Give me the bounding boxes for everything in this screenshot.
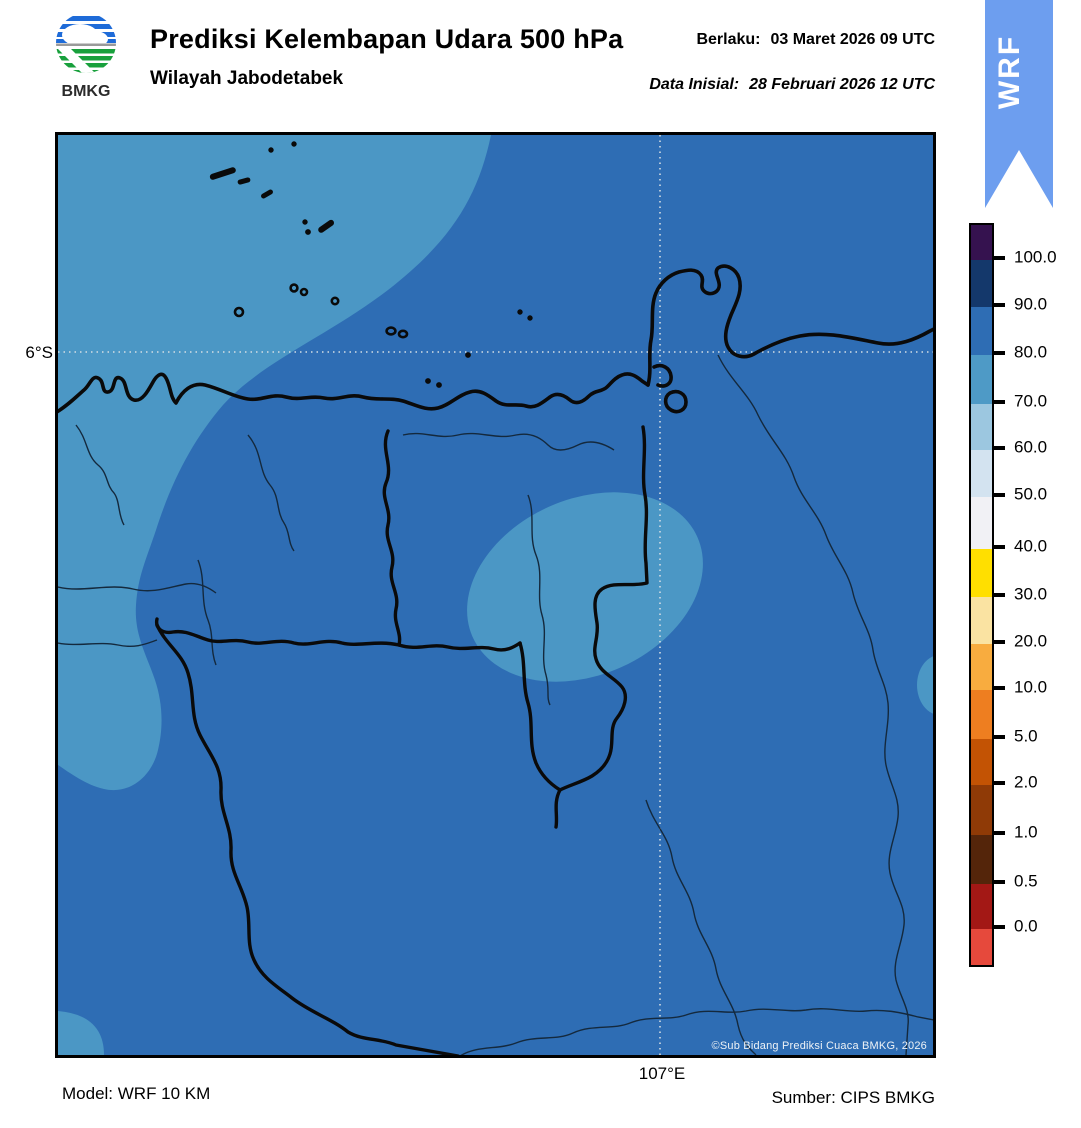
colorbar-tick-label: 70.0 [1014, 391, 1048, 411]
colorbar [969, 223, 994, 967]
map-copyright: ©Sub Bidang Prediksi Cuaca BMKG, 2026 [711, 1040, 927, 1052]
colorbar-tick-mark [992, 446, 1005, 450]
colorbar-segment [971, 260, 992, 307]
colorbar-segment [971, 307, 992, 355]
colorbar-segment [971, 225, 992, 260]
colorbar-tick-mark [992, 640, 1005, 644]
coastline [58, 264, 933, 414]
colorbar-tick-label: 20.0 [1014, 631, 1048, 651]
colorbar-segment [971, 597, 992, 644]
colorbar-tick-label: 0.5 [1014, 871, 1038, 891]
colorbar-tick-label: 90.0 [1014, 294, 1048, 314]
colorbar-tick-mark [992, 351, 1005, 355]
colorbar-tick-mark [992, 831, 1005, 835]
wrf-ribbon-shape [985, 0, 1053, 208]
colorbar-tick-label: 10.0 [1014, 677, 1048, 697]
colorbar-segment [971, 785, 992, 835]
colorbar-segment [971, 644, 992, 690]
colorbar-segment [971, 497, 992, 549]
colorbar-tick-mark [992, 493, 1005, 497]
lon-axis-label: 107°E [638, 1064, 686, 1083]
colorbar-tick-label: 50.0 [1014, 484, 1048, 504]
colorbar-tick-label: 80.0 [1014, 342, 1048, 362]
colorbar-segment [971, 450, 992, 497]
initial-time-value: 28 Februari 2026 12 UTC [749, 76, 935, 93]
colorbar-segment [971, 739, 992, 785]
colorbar-tick-label: 60.0 [1014, 437, 1048, 457]
bmkg-logo: BMKG [46, 10, 126, 106]
admin-boundaries [58, 354, 933, 1055]
wrf-ribbon: WRF [985, 0, 1053, 208]
page-subtitle: Wilayah Jabodetabek [150, 68, 344, 89]
humidity-region-east-edge [917, 656, 933, 714]
colorbar-segment [971, 690, 992, 739]
colorbar-tick-mark [992, 880, 1005, 884]
colorbar-tick-label: 40.0 [1014, 536, 1048, 556]
colorbar-tick-mark [992, 545, 1005, 549]
wrf-ribbon-text: WRF [993, 35, 1026, 109]
bmkg-logo-icon [56, 13, 116, 73]
colorbar-tick-label: 2.0 [1014, 772, 1038, 792]
colorbar-tick-mark [992, 781, 1005, 785]
colorbar-tick-mark [992, 735, 1005, 739]
colorbar-tick-mark [992, 256, 1005, 260]
valid-time-line: Berlaku: 03 Maret 2026 09 UTC [696, 31, 935, 49]
source-label: Sumber: CIPS BMKG [771, 1088, 935, 1107]
initial-time-label: Data Inisial: [649, 76, 740, 93]
model-label: Model: WRF 10 KM [62, 1084, 211, 1103]
colorbar-tick-label: 100.0 [1014, 247, 1057, 267]
forecast-map: ©Sub Bidang Prediksi Cuaca BMKG, 2026 [55, 132, 936, 1058]
colorbar-segment [971, 929, 992, 965]
initial-time-line: Data Inisial: 28 Februari 2026 12 UTC [649, 76, 935, 94]
colorbar-segment [971, 355, 992, 404]
colorbar-tick-mark [992, 593, 1005, 597]
colorbar-segment [971, 549, 992, 597]
page-title: Prediksi Kelembapan Udara 500 hPa [150, 24, 624, 54]
lat-axis-label: 6°S [25, 343, 53, 362]
colorbar-tick-mark [992, 400, 1005, 404]
colorbar-segment [971, 404, 992, 450]
valid-time-value: 03 Maret 2026 09 UTC [770, 31, 935, 48]
colorbar-ticks: 100.0 90.0 80.0 70.0 60.0 50.0 40.0 30.0 20.0 10.… [992, 223, 1081, 967]
colorbar-tick-mark [992, 303, 1005, 307]
humidity-region-southwest-corner [58, 1011, 104, 1055]
colorbar-tick-mark [992, 686, 1005, 690]
colorbar-tick-label: 0.0 [1014, 916, 1038, 936]
bmkg-logo-label: BMKG [61, 83, 111, 100]
colorbar-tick-label: 30.0 [1014, 584, 1048, 604]
valid-time-label: Berlaku: [696, 31, 761, 48]
colorbar-tick-mark [992, 925, 1005, 929]
colorbar-tick-label: 1.0 [1014, 822, 1038, 842]
jabodetabek-boundary [154, 425, 649, 1055]
colorbar-segment [971, 884, 992, 929]
islands [209, 141, 533, 388]
colorbar-segment [971, 835, 992, 884]
humidity-region-northwest [58, 135, 491, 791]
colorbar-tick-label: 5.0 [1014, 726, 1038, 746]
